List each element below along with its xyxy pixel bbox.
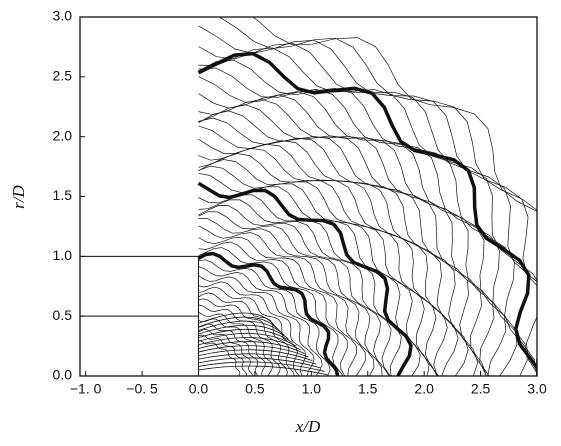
y-tick-label: 2.5 — [53, 68, 73, 84]
plot-frame — [80, 17, 537, 376]
x-tick-label: 1.0 — [302, 381, 322, 397]
x-tick-label: −1. 0 — [70, 381, 102, 397]
contour — [199, 77, 518, 376]
x-axis-label: x/D — [295, 417, 321, 436]
x-tick-label: 0.5 — [245, 381, 265, 397]
contour — [199, 44, 556, 377]
contour — [199, 99, 495, 376]
contour — [199, 254, 338, 377]
contour — [199, 48, 543, 376]
contour — [199, 195, 402, 376]
y-tick-label: 1.5 — [53, 187, 73, 203]
x-tick-label: 2.0 — [414, 381, 434, 397]
x-tick-label: 0.0 — [189, 381, 209, 397]
x-tick-label: 3.0 — [527, 381, 547, 397]
contour — [199, 305, 281, 376]
contour — [198, 329, 292, 342]
x-tick-label: −0. 5 — [126, 381, 158, 397]
y-tick-label: 0.0 — [53, 367, 73, 383]
contour — [199, 26, 561, 376]
nozzle-wall — [80, 256, 198, 376]
contour — [199, 218, 374, 376]
contour — [198, 346, 308, 357]
x-tick-label: 2.5 — [471, 381, 491, 397]
y-tick-label: 2.0 — [53, 127, 73, 143]
y-tick-label: 0.5 — [53, 307, 73, 323]
x-tick-label: 1.5 — [358, 381, 378, 397]
contour — [199, 248, 344, 376]
y-tick-label: 3.0 — [53, 8, 73, 24]
contour-lines — [80, 6, 561, 376]
y-axis-label: r/D — [9, 184, 28, 208]
y-tick-label: 1.0 — [53, 247, 73, 263]
